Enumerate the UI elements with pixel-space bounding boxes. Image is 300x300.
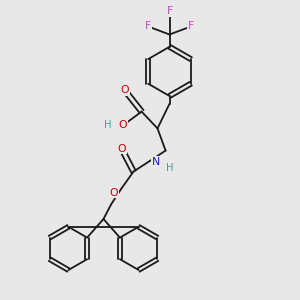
Text: O: O bbox=[119, 120, 127, 130]
Text: F: F bbox=[188, 21, 194, 32]
Text: N: N bbox=[152, 157, 160, 167]
Text: O: O bbox=[110, 188, 118, 198]
Text: F: F bbox=[145, 21, 151, 32]
Text: O: O bbox=[120, 85, 129, 95]
Text: H: H bbox=[166, 163, 173, 173]
Text: H: H bbox=[104, 120, 112, 130]
Text: O: O bbox=[117, 143, 126, 154]
Text: F: F bbox=[167, 6, 172, 16]
